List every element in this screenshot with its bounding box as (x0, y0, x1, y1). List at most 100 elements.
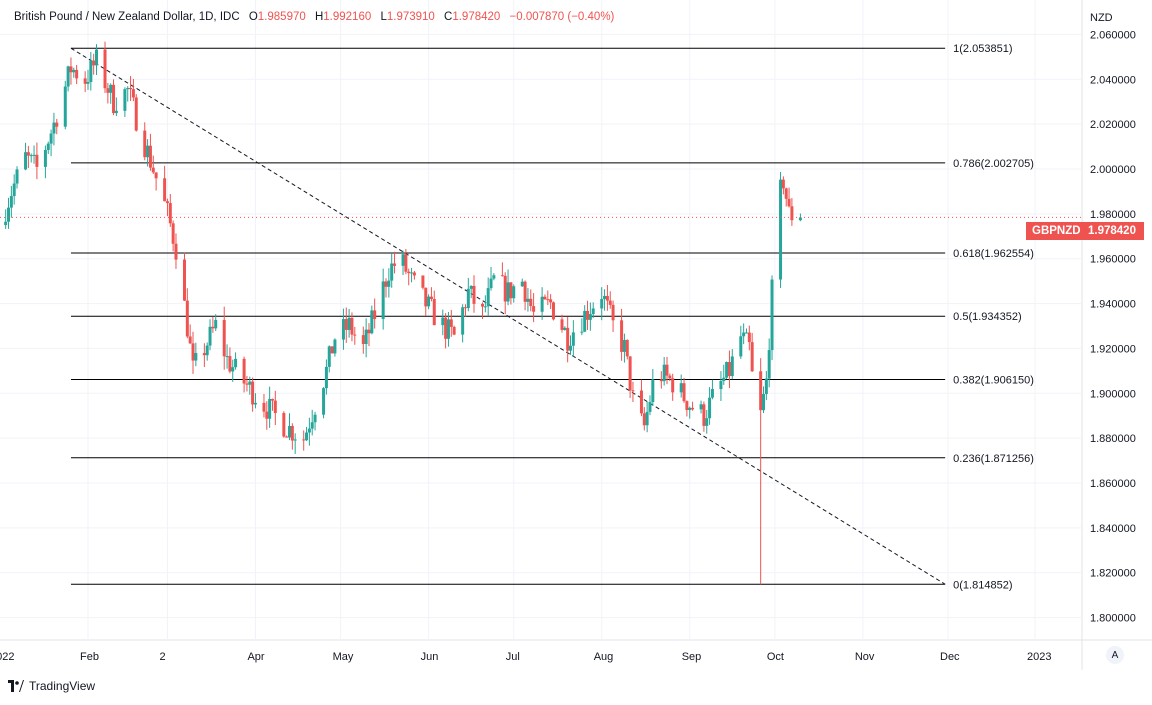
candle-body (353, 334, 357, 336)
price-tag-symbol: GBPNZD (1032, 225, 1081, 237)
legend-high: 1.992160 (323, 11, 372, 23)
candle-body (106, 88, 110, 93)
candle-body (628, 356, 632, 391)
candle-body (290, 425, 294, 441)
candle-body (580, 331, 584, 333)
candle-body (551, 302, 555, 320)
candle-body (523, 281, 527, 302)
candle-body (95, 49, 99, 66)
candle-body (251, 381, 255, 405)
candle-body (682, 383, 686, 402)
candle-body (361, 335, 365, 344)
candle-body (347, 317, 351, 330)
candle-body (659, 379, 663, 382)
candle-body (86, 81, 90, 84)
candle-body (407, 271, 411, 274)
legend-low: 1.973910 (386, 11, 435, 23)
candle-body (55, 122, 59, 127)
candle-body (591, 308, 595, 315)
candle-body (333, 339, 337, 354)
candle-body (151, 167, 155, 173)
candle-body (603, 295, 607, 299)
candle-body (466, 288, 470, 309)
candle-body (242, 358, 246, 384)
candle-body (489, 278, 493, 289)
candle-body (126, 87, 130, 90)
candle-body (114, 110, 118, 114)
currency-label: NZD (1090, 12, 1113, 24)
auto-scale-button[interactable]: A (1106, 646, 1124, 664)
y-tick-label: 1.920000 (1090, 343, 1136, 355)
candle-body (719, 380, 723, 390)
candle-body (421, 275, 425, 288)
candle-body (265, 411, 269, 419)
y-tick-label: 1.960000 (1090, 254, 1136, 266)
y-tick-label: 1.980000 (1090, 209, 1136, 221)
x-tick-label: Oct (767, 651, 784, 663)
candle-body (350, 317, 354, 335)
candle-body (165, 201, 169, 204)
candle-body (600, 298, 604, 309)
candle-body (129, 87, 133, 90)
candle-body (526, 298, 530, 302)
candle-body (393, 263, 397, 266)
fib-level-label: 0.236(1.871256) (953, 453, 1034, 465)
candle-body (404, 254, 408, 272)
y-tick-label: 1.900000 (1090, 388, 1136, 400)
candle-body (103, 49, 107, 89)
candle-body (313, 414, 317, 423)
candle-body (109, 84, 113, 93)
candle-body (185, 300, 189, 337)
candle-body (742, 332, 746, 337)
candle-body (222, 319, 226, 357)
candle-body (112, 84, 116, 114)
legend-high-label: H (314, 11, 324, 23)
candle-body (29, 155, 33, 157)
candle-body (543, 296, 547, 300)
candle-body (546, 299, 550, 301)
candle-body (722, 377, 726, 381)
candle-body (15, 169, 19, 184)
candle-body (208, 326, 212, 346)
candle-body (168, 203, 172, 224)
candle-body (764, 378, 768, 395)
candle-body (512, 286, 516, 299)
legend-close-label: C (444, 11, 453, 23)
candle-body (691, 407, 695, 410)
candle-body (441, 317, 445, 326)
candle-body (500, 275, 504, 277)
y-tick-label: 1.820000 (1090, 568, 1136, 580)
candle-body (463, 307, 467, 309)
candle-body (563, 327, 567, 330)
candle-body (171, 223, 175, 244)
candle-body (231, 367, 235, 372)
candle-body (410, 272, 414, 274)
candle-body (341, 319, 345, 340)
candle-body (143, 130, 147, 158)
candle-body (32, 154, 36, 156)
candle-body (608, 300, 612, 305)
tradingview-footer[interactable]: TradingView (8, 679, 95, 693)
candle-body (134, 97, 138, 131)
candle-body (730, 356, 734, 377)
x-tick-label: 2022 (0, 651, 14, 663)
candle-body (188, 336, 192, 344)
candle-body (322, 388, 326, 415)
y-tick-label: 1.800000 (1090, 613, 1136, 625)
candle-body (52, 122, 56, 134)
candle-body (89, 60, 93, 82)
candle-body (432, 299, 436, 326)
candle-body (424, 287, 428, 307)
candle-body (529, 298, 533, 307)
candle-body (191, 343, 195, 361)
candle-body (390, 263, 394, 281)
candle-body (66, 66, 70, 87)
candle-body (509, 282, 513, 299)
candle-body (685, 401, 689, 411)
candle-body (92, 60, 96, 66)
legend-low-label: L (380, 11, 387, 23)
candle-body (639, 390, 643, 414)
y-tick-label: 2.020000 (1090, 119, 1136, 131)
